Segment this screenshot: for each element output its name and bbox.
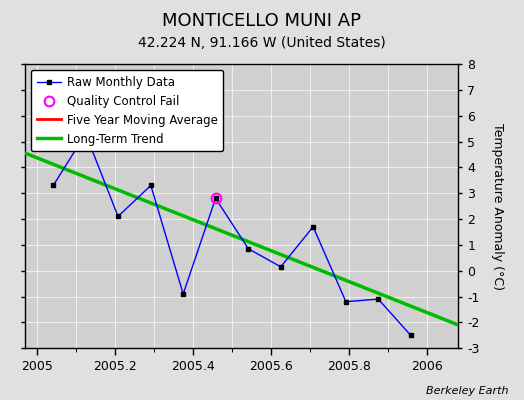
Raw Monthly Data xyxy=(375,297,381,302)
Y-axis label: Temperature Anomaly (°C): Temperature Anomaly (°C) xyxy=(491,122,504,290)
Raw Monthly Data xyxy=(148,183,154,188)
Raw Monthly Data xyxy=(408,333,414,338)
Raw Monthly Data xyxy=(310,224,316,229)
Text: Berkeley Earth: Berkeley Earth xyxy=(426,386,508,396)
Text: MONTICELLO MUNI AP: MONTICELLO MUNI AP xyxy=(162,12,362,30)
Legend: Raw Monthly Data, Quality Control Fail, Five Year Moving Average, Long-Term Tren: Raw Monthly Data, Quality Control Fail, … xyxy=(31,70,223,152)
Quality Control Fail xyxy=(82,131,89,136)
Line: Raw Monthly Data: Raw Monthly Data xyxy=(51,131,413,338)
Text: 42.224 N, 91.166 W (United States): 42.224 N, 91.166 W (United States) xyxy=(138,36,386,50)
Raw Monthly Data xyxy=(50,183,57,188)
Raw Monthly Data xyxy=(245,246,252,251)
Raw Monthly Data xyxy=(115,214,121,219)
Raw Monthly Data xyxy=(212,196,219,201)
Quality Control Fail xyxy=(212,196,219,201)
Line: Quality Control Fail: Quality Control Fail xyxy=(81,129,221,203)
Raw Monthly Data xyxy=(82,131,89,136)
Raw Monthly Data xyxy=(180,292,187,296)
Raw Monthly Data xyxy=(278,264,284,269)
Raw Monthly Data xyxy=(343,299,349,304)
